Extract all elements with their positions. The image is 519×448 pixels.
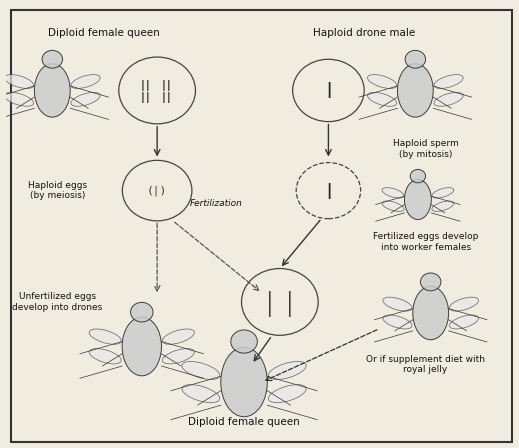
Ellipse shape bbox=[434, 92, 463, 106]
Ellipse shape bbox=[268, 384, 306, 403]
Ellipse shape bbox=[449, 297, 479, 311]
Text: |: | bbox=[266, 304, 274, 317]
Text: Haploid sperm
(by mitosis): Haploid sperm (by mitosis) bbox=[393, 139, 458, 159]
Ellipse shape bbox=[432, 188, 454, 198]
Ellipse shape bbox=[404, 180, 431, 220]
Ellipse shape bbox=[5, 74, 34, 88]
Text: |: | bbox=[286, 304, 294, 317]
Ellipse shape bbox=[432, 201, 454, 211]
Ellipse shape bbox=[434, 74, 463, 88]
Text: Diploid female queen: Diploid female queen bbox=[188, 417, 300, 427]
Text: (|): (|) bbox=[147, 185, 167, 196]
Text: Haploid eggs
(by meiosis): Haploid eggs (by meiosis) bbox=[28, 181, 87, 200]
Ellipse shape bbox=[89, 329, 121, 344]
Ellipse shape bbox=[413, 286, 448, 340]
Ellipse shape bbox=[221, 347, 267, 417]
Ellipse shape bbox=[410, 169, 426, 183]
Ellipse shape bbox=[268, 362, 306, 379]
Ellipse shape bbox=[122, 317, 161, 376]
Text: ||: || bbox=[160, 91, 172, 103]
Text: ||: || bbox=[140, 91, 152, 103]
Text: |: | bbox=[266, 291, 274, 304]
Ellipse shape bbox=[71, 92, 100, 106]
Ellipse shape bbox=[162, 349, 195, 364]
Text: Fertilization: Fertilization bbox=[189, 199, 242, 208]
Text: Diploid female queen: Diploid female queen bbox=[48, 28, 159, 38]
Ellipse shape bbox=[71, 74, 100, 88]
Ellipse shape bbox=[405, 50, 426, 68]
Ellipse shape bbox=[34, 64, 70, 117]
Text: |: | bbox=[286, 291, 294, 304]
Ellipse shape bbox=[367, 92, 397, 106]
Text: Unfertilized eggs
develop into drones: Unfertilized eggs develop into drones bbox=[12, 292, 103, 312]
Ellipse shape bbox=[383, 297, 412, 311]
Text: Haploid drone male: Haploid drone male bbox=[313, 28, 415, 38]
Text: |: | bbox=[324, 183, 333, 198]
Text: Or if supplement diet with
royal jelly: Or if supplement diet with royal jelly bbox=[366, 354, 485, 374]
Ellipse shape bbox=[182, 362, 220, 379]
Ellipse shape bbox=[382, 188, 404, 198]
Text: ||: || bbox=[140, 80, 152, 90]
Ellipse shape bbox=[420, 273, 441, 291]
Ellipse shape bbox=[42, 50, 62, 68]
Ellipse shape bbox=[5, 92, 34, 106]
Ellipse shape bbox=[231, 330, 257, 353]
Ellipse shape bbox=[449, 315, 479, 329]
Ellipse shape bbox=[162, 329, 195, 344]
Ellipse shape bbox=[89, 349, 121, 364]
Ellipse shape bbox=[382, 201, 404, 211]
Ellipse shape bbox=[383, 315, 412, 329]
Ellipse shape bbox=[131, 302, 153, 322]
Text: |: | bbox=[324, 82, 333, 99]
Ellipse shape bbox=[398, 64, 433, 117]
Ellipse shape bbox=[367, 74, 397, 88]
Text: Fertilized eggs develop
into worker females: Fertilized eggs develop into worker fema… bbox=[373, 232, 479, 251]
Ellipse shape bbox=[182, 384, 220, 403]
Text: ||: || bbox=[160, 80, 172, 90]
